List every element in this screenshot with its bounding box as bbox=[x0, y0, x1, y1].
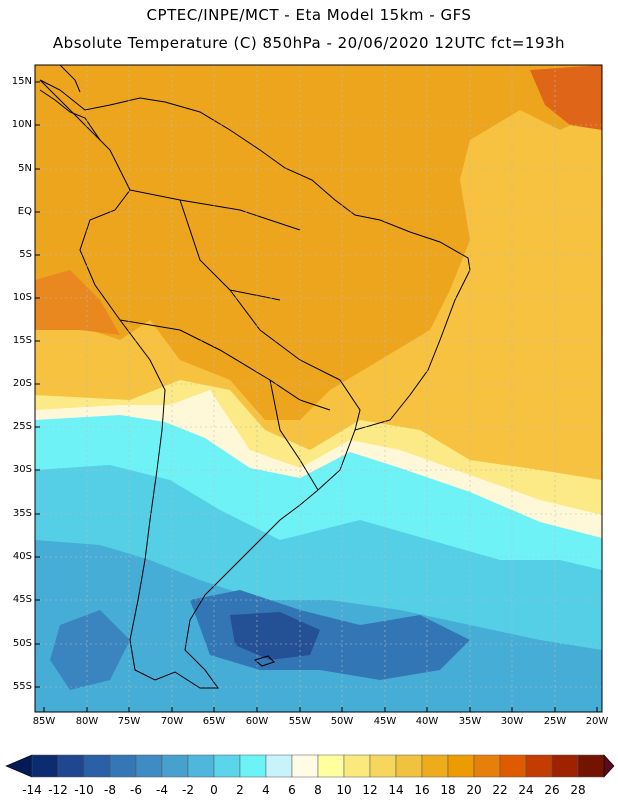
colorbar-swatch bbox=[266, 755, 292, 777]
lat-label: 45S bbox=[2, 594, 32, 605]
lat-label: 35S bbox=[2, 508, 32, 519]
colorbar-swatch bbox=[526, 755, 552, 777]
colorbar bbox=[6, 755, 614, 777]
lon-label: 25W bbox=[535, 716, 575, 727]
colorbar-high-arrow bbox=[604, 755, 614, 777]
lon-label: 35W bbox=[450, 716, 490, 727]
lon-label: 45W bbox=[365, 716, 405, 727]
colorbar-swatch bbox=[422, 755, 448, 777]
lon-label: 40W bbox=[407, 716, 447, 727]
lon-label: 30W bbox=[492, 716, 532, 727]
lat-label: EQ bbox=[2, 206, 32, 217]
colorbar-label: 28 bbox=[563, 783, 593, 797]
lon-label: 70W bbox=[152, 716, 192, 727]
colorbar-swatch bbox=[162, 755, 188, 777]
lat-label: 55S bbox=[2, 681, 32, 692]
lon-label: 75W bbox=[109, 716, 149, 727]
lat-label: 5N bbox=[2, 163, 32, 174]
colorbar-swatch bbox=[292, 755, 318, 777]
colorbar-swatch bbox=[500, 755, 526, 777]
lat-label: 10S bbox=[2, 292, 32, 303]
temperature-field bbox=[35, 65, 602, 712]
lon-label: 50W bbox=[322, 716, 362, 727]
colorbar-swatch bbox=[370, 755, 396, 777]
colorbar-swatch bbox=[344, 755, 370, 777]
colorbar-swatch bbox=[474, 755, 500, 777]
colorbar-swatch bbox=[318, 755, 344, 777]
lat-label: 25S bbox=[2, 421, 32, 432]
colorbar-swatch bbox=[32, 755, 58, 777]
lat-label: 10N bbox=[2, 119, 32, 130]
lat-label: 20S bbox=[2, 378, 32, 389]
colorbar-swatch bbox=[84, 755, 110, 777]
lon-label: 85W bbox=[24, 716, 64, 727]
lon-label: 55W bbox=[280, 716, 320, 727]
colorbar-swatch bbox=[448, 755, 474, 777]
lat-label: 30S bbox=[2, 464, 32, 475]
lat-label: 50S bbox=[2, 638, 32, 649]
lat-label: 15N bbox=[2, 76, 32, 87]
colorbar-swatch bbox=[578, 755, 604, 777]
colorbar-low-arrow bbox=[6, 755, 32, 777]
colorbar-swatch bbox=[110, 755, 136, 777]
lon-label: 60W bbox=[237, 716, 277, 727]
colorbar-swatch bbox=[396, 755, 422, 777]
colorbar-swatch bbox=[136, 755, 162, 777]
lat-label: 15S bbox=[2, 335, 32, 346]
lon-label: 80W bbox=[67, 716, 107, 727]
lon-label: 65W bbox=[194, 716, 234, 727]
colorbar-swatch bbox=[214, 755, 240, 777]
colorbar-swatch bbox=[58, 755, 84, 777]
lat-label: 5S bbox=[2, 249, 32, 260]
colorbar-swatch bbox=[552, 755, 578, 777]
lat-label: 40S bbox=[2, 551, 32, 562]
colorbar-swatch bbox=[188, 755, 214, 777]
colorbar-swatch bbox=[240, 755, 266, 777]
lon-label: 20W bbox=[577, 716, 617, 727]
